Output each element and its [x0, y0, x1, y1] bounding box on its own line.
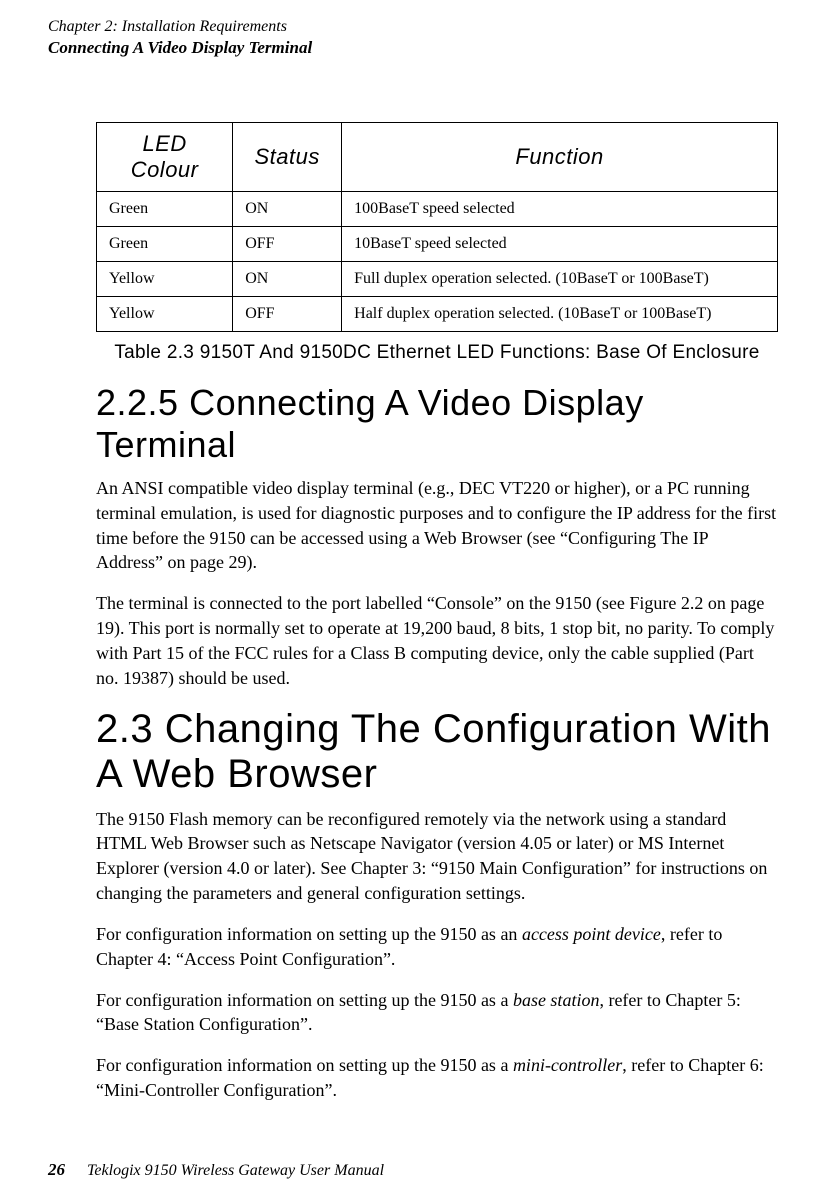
table-row: Yellow OFF Half duplex operation selecte… — [97, 297, 778, 332]
chapter-label: Chapter 2: Installation Requirements — [48, 18, 786, 36]
cell-led: Green — [97, 192, 233, 227]
main-content: LED Colour Status Function Green ON 100B… — [96, 122, 778, 1103]
cell-status: OFF — [233, 227, 342, 262]
col-header-led: LED Colour — [97, 123, 233, 192]
text-italic: mini-controller — [513, 1055, 622, 1075]
section-heading-23: 2.3 Changing The Configuration With A We… — [96, 707, 778, 797]
page-header: Chapter 2: Installation Requirements Con… — [48, 18, 786, 58]
paragraph: The terminal is connected to the port la… — [96, 591, 778, 690]
text-italic: base station — [513, 990, 600, 1010]
cell-function: Full duplex operation selected. (10BaseT… — [342, 262, 778, 297]
cell-status: ON — [233, 262, 342, 297]
text-italic: access point device — [522, 924, 661, 944]
paragraph: The 9150 Flash memory can be reconfigure… — [96, 807, 778, 906]
cell-led: Yellow — [97, 262, 233, 297]
table-row: Yellow ON Full duplex operation selected… — [97, 262, 778, 297]
cell-status: OFF — [233, 297, 342, 332]
footer-title: Teklogix 9150 Wireless Gateway User Manu… — [87, 1162, 384, 1179]
section-label: Connecting A Video Display Terminal — [48, 38, 786, 58]
table-header-row: LED Colour Status Function — [97, 123, 778, 192]
text-pre: For configuration information on setting… — [96, 990, 513, 1010]
section-heading-225: 2.2.5 Connecting A Video Display Termina… — [96, 382, 778, 466]
page-number: 26 — [48, 1160, 65, 1179]
cell-status: ON — [233, 192, 342, 227]
paragraph: For configuration information on setting… — [96, 922, 778, 972]
paragraph: For configuration information on setting… — [96, 988, 778, 1038]
paragraph: An ANSI compatible video display termina… — [96, 476, 778, 575]
col-header-function: Function — [342, 123, 778, 192]
table-row: Green ON 100BaseT speed selected — [97, 192, 778, 227]
paragraph: For configuration information on setting… — [96, 1053, 778, 1103]
table-row: Green OFF 10BaseT speed selected — [97, 227, 778, 262]
cell-function: 10BaseT speed selected — [342, 227, 778, 262]
cell-led: Green — [97, 227, 233, 262]
text-pre: For configuration information on setting… — [96, 924, 522, 944]
col-header-status: Status — [233, 123, 342, 192]
table-caption: Table 2.3 9150T And 9150DC Ethernet LED … — [96, 342, 778, 364]
page-footer: 26 Teklogix 9150 Wireless Gateway User Ma… — [48, 1160, 384, 1180]
cell-function: 100BaseT speed selected — [342, 192, 778, 227]
text-pre: For configuration information on setting… — [96, 1055, 513, 1075]
cell-led: Yellow — [97, 297, 233, 332]
led-table: LED Colour Status Function Green ON 100B… — [96, 122, 778, 332]
cell-function: Half duplex operation selected. (10BaseT… — [342, 297, 778, 332]
